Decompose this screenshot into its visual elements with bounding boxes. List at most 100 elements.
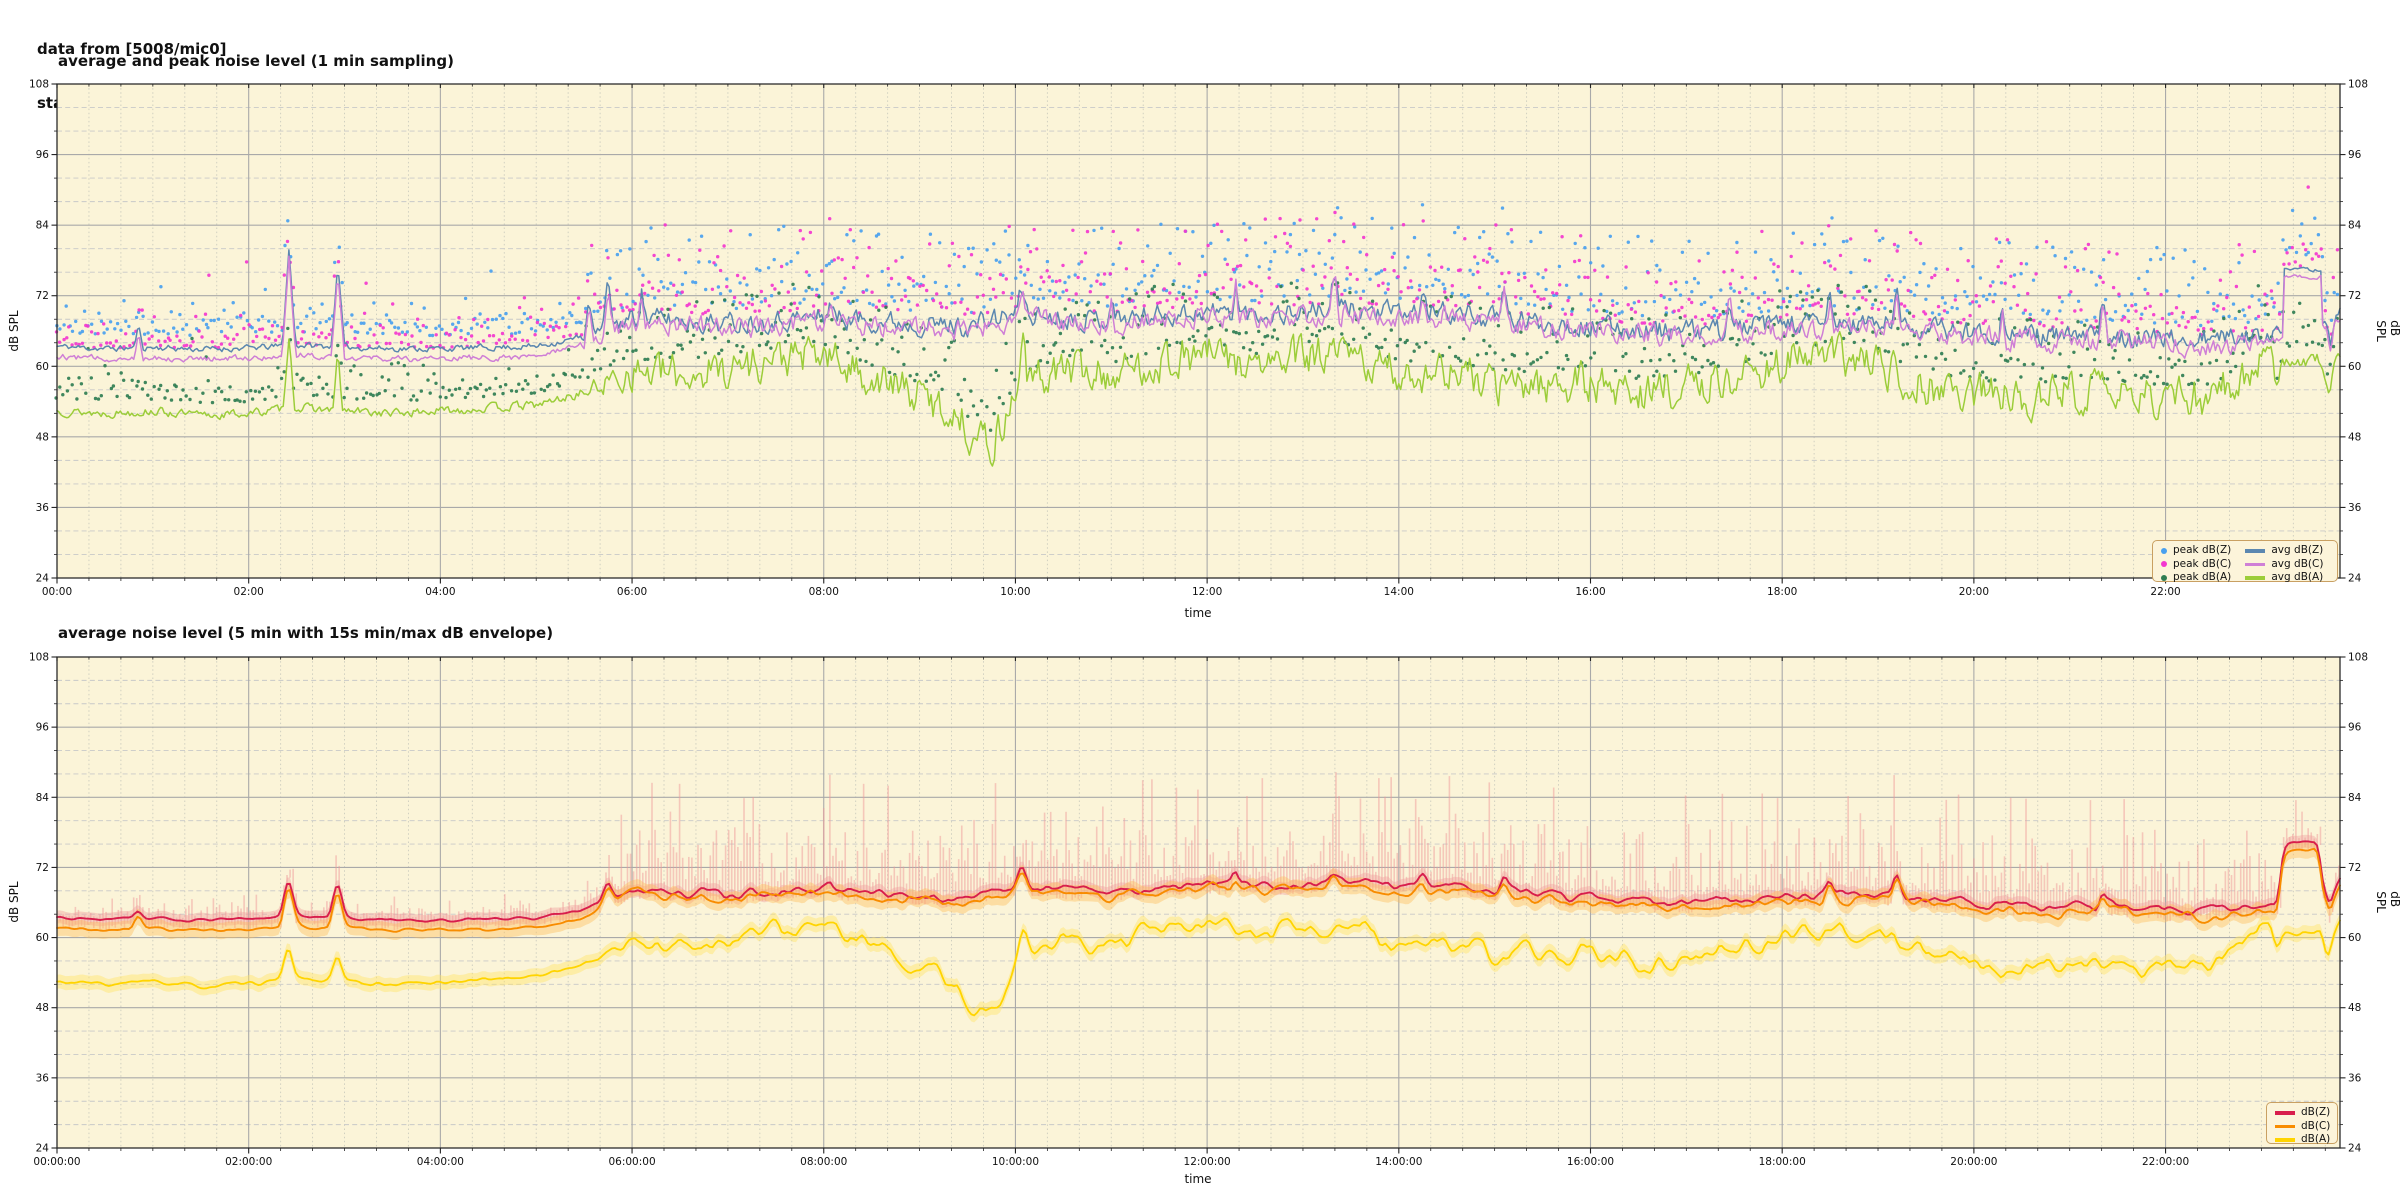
chart2-ylabel-right: dB SPL xyxy=(2374,891,2400,913)
svg-text:20:00:00: 20:00:00 xyxy=(1950,1156,1997,1168)
svg-text:108: 108 xyxy=(2348,79,2368,91)
svg-text:84: 84 xyxy=(2348,792,2362,804)
avg-dbz-swatch-icon xyxy=(2245,549,2266,553)
svg-text:16:00: 16:00 xyxy=(1575,586,1605,598)
svg-text:16:00:00: 16:00:00 xyxy=(1567,1156,1614,1168)
svg-text:48: 48 xyxy=(2348,431,2361,443)
svg-text:06:00:00: 06:00:00 xyxy=(608,1156,655,1168)
svg-text:18:00: 18:00 xyxy=(1767,586,1797,598)
chart1-ylabel-right: dB SPL xyxy=(2374,320,2400,342)
svg-text:36: 36 xyxy=(36,1072,50,1084)
svg-text:72: 72 xyxy=(36,862,49,874)
svg-text:20:00: 20:00 xyxy=(1959,586,1989,598)
svg-text:36: 36 xyxy=(2348,502,2362,514)
chart1-legend-col-avg: avg dB(Z) avg dB(C) avg dB(A) xyxy=(2245,544,2323,583)
svg-text:108: 108 xyxy=(2348,652,2368,664)
svg-text:04:00:00: 04:00:00 xyxy=(417,1156,464,1168)
legend-label: peak dB(C) xyxy=(2173,557,2232,570)
svg-text:02:00:00: 02:00:00 xyxy=(225,1156,272,1168)
chart1-legend-col-peak: peak dB(Z) peak dB(C) peak dB(A) xyxy=(2161,544,2231,583)
svg-text:60: 60 xyxy=(36,361,49,373)
peak-dbc-swatch-icon xyxy=(2161,561,2167,568)
chart2-title: average noise level (5 min with 15s min/… xyxy=(58,624,554,642)
svg-text:48: 48 xyxy=(36,431,49,443)
chart2-legend: dB(Z) dB(C) dB(A) xyxy=(2266,1102,2338,1145)
svg-text:84: 84 xyxy=(36,792,50,804)
svg-text:08:00:00: 08:00:00 xyxy=(800,1156,847,1168)
legend-label: avg dB(A) xyxy=(2271,571,2324,583)
avg-dbc-swatch-icon xyxy=(2245,562,2266,566)
chart2-plot: 00:00:00 02:00:00 04:00:00 06:00:00 08:00:00… xyxy=(29,652,2368,1169)
legend-item-dbc: dB(C) xyxy=(2275,1120,2330,1134)
svg-text:06:00: 06:00 xyxy=(617,586,647,598)
legend-item-dbz: dB(Z) xyxy=(2275,1106,2330,1120)
svg-text:96: 96 xyxy=(2348,722,2362,734)
peak-dba-swatch-icon xyxy=(2161,574,2167,581)
header-line1: data from [5008/mic0] xyxy=(37,40,227,58)
svg-text:72: 72 xyxy=(2348,862,2361,874)
svg-text:24: 24 xyxy=(2348,573,2362,585)
legend-item-peak-dbc: peak dB(C) xyxy=(2161,558,2231,572)
legend-label: avg dB(Z) xyxy=(2271,544,2324,556)
svg-text:84: 84 xyxy=(2348,220,2362,232)
legend-label: dB(A) xyxy=(2301,1133,2331,1145)
legend-item-peak-dbz: peak dB(Z) xyxy=(2161,544,2231,558)
svg-text:108: 108 xyxy=(29,79,49,91)
svg-text:22:00: 22:00 xyxy=(2150,586,2180,598)
svg-text:84: 84 xyxy=(36,220,50,232)
dba-swatch-icon xyxy=(2275,1138,2295,1142)
chart2-legend-col: dB(Z) dB(C) dB(A) xyxy=(2275,1106,2330,1145)
chart2-ylabel-left: dB SPL xyxy=(7,881,21,923)
legend-label: peak dB(A) xyxy=(2173,571,2232,583)
svg-text:96: 96 xyxy=(2348,149,2362,161)
svg-text:36: 36 xyxy=(2348,1072,2362,1084)
svg-text:10:00:00: 10:00:00 xyxy=(992,1156,1039,1168)
chart1-title: average and peak noise level (1 min samp… xyxy=(58,52,454,70)
svg-text:60: 60 xyxy=(2348,932,2361,944)
svg-text:96: 96 xyxy=(36,722,50,734)
svg-text:48: 48 xyxy=(36,1002,49,1014)
svg-text:72: 72 xyxy=(2348,290,2361,302)
svg-text:02:00: 02:00 xyxy=(234,586,264,598)
svg-text:24: 24 xyxy=(2348,1143,2362,1155)
chart1-xlabel: time xyxy=(1184,606,1212,620)
svg-text:60: 60 xyxy=(36,932,49,944)
legend-item-peak-dba: peak dB(A) xyxy=(2161,571,2231,585)
legend-label: dB(Z) xyxy=(2301,1106,2331,1118)
svg-text:00:00:00: 00:00:00 xyxy=(33,1156,80,1168)
chart1-legend: peak dB(Z) peak dB(C) peak dB(A) avg dB(… xyxy=(2152,540,2338,583)
svg-text:12:00: 12:00 xyxy=(1192,586,1222,598)
avg-dba-swatch-icon xyxy=(2245,576,2266,580)
svg-text:14:00:00: 14:00:00 xyxy=(1375,1156,1422,1168)
legend-item-avg-dbc: avg dB(C) xyxy=(2245,558,2323,572)
legend-label: dB(C) xyxy=(2301,1119,2331,1132)
legend-item-avg-dbz: avg dB(Z) xyxy=(2245,544,2323,558)
svg-text:72: 72 xyxy=(36,290,49,302)
legend-item-avg-dba: avg dB(A) xyxy=(2245,571,2323,585)
chart1-plot: 00:00 02:00 04:00 06:00 08:00 10:00 12:00 14:00… xyxy=(29,79,2368,599)
svg-text:14:00: 14:00 xyxy=(1384,586,1414,598)
svg-text:24: 24 xyxy=(36,573,50,585)
svg-text:24: 24 xyxy=(36,1143,50,1155)
svg-text:48: 48 xyxy=(2348,1002,2361,1014)
svg-text:108: 108 xyxy=(29,652,49,664)
dbc-swatch-icon xyxy=(2275,1124,2295,1128)
chart1-ylabel-left: dB SPL xyxy=(7,310,21,352)
peak-dbz-swatch-icon xyxy=(2161,547,2167,554)
svg-text:18:00:00: 18:00:00 xyxy=(1759,1156,1806,1168)
svg-text:10:00: 10:00 xyxy=(1000,586,1030,598)
svg-text:60: 60 xyxy=(2348,361,2361,373)
dbz-swatch-icon xyxy=(2275,1111,2295,1115)
svg-text:00:00: 00:00 xyxy=(42,586,72,598)
legend-item-dba: dB(A) xyxy=(2275,1133,2330,1147)
svg-text:96: 96 xyxy=(36,149,50,161)
legend-label: peak dB(Z) xyxy=(2173,544,2232,556)
svg-text:36: 36 xyxy=(36,502,50,514)
svg-text:22:00:00: 22:00:00 xyxy=(2142,1156,2189,1168)
legend-label: avg dB(C) xyxy=(2271,557,2324,570)
chart2-xlabel: time xyxy=(1184,1172,1212,1186)
svg-text:04:00: 04:00 xyxy=(425,586,455,598)
svg-text:12:00:00: 12:00:00 xyxy=(1184,1156,1231,1168)
svg-text:08:00: 08:00 xyxy=(809,586,839,598)
